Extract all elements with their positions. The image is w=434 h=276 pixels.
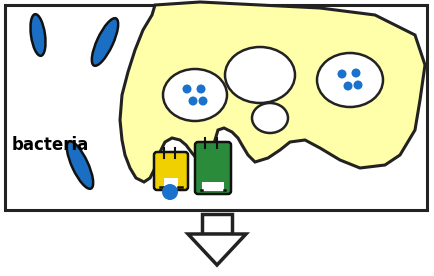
Bar — [201, 182, 224, 191]
FancyBboxPatch shape — [194, 142, 230, 194]
Ellipse shape — [30, 14, 46, 56]
Ellipse shape — [67, 141, 93, 189]
Bar — [5, 5, 426, 210]
Ellipse shape — [92, 18, 118, 66]
Ellipse shape — [316, 53, 382, 107]
Ellipse shape — [198, 97, 207, 105]
Bar — [164, 178, 178, 188]
Polygon shape — [187, 234, 246, 265]
Ellipse shape — [224, 47, 294, 103]
Ellipse shape — [343, 81, 352, 91]
Ellipse shape — [251, 103, 287, 133]
Ellipse shape — [196, 84, 205, 94]
Ellipse shape — [351, 68, 360, 78]
Ellipse shape — [163, 69, 227, 121]
Bar — [201, 214, 231, 234]
Text: bacteria: bacteria — [12, 136, 89, 154]
Ellipse shape — [337, 70, 346, 78]
Ellipse shape — [188, 97, 197, 105]
Ellipse shape — [161, 184, 178, 200]
Polygon shape — [120, 2, 424, 182]
Ellipse shape — [353, 81, 362, 89]
Ellipse shape — [182, 84, 191, 94]
FancyBboxPatch shape — [154, 152, 187, 190]
